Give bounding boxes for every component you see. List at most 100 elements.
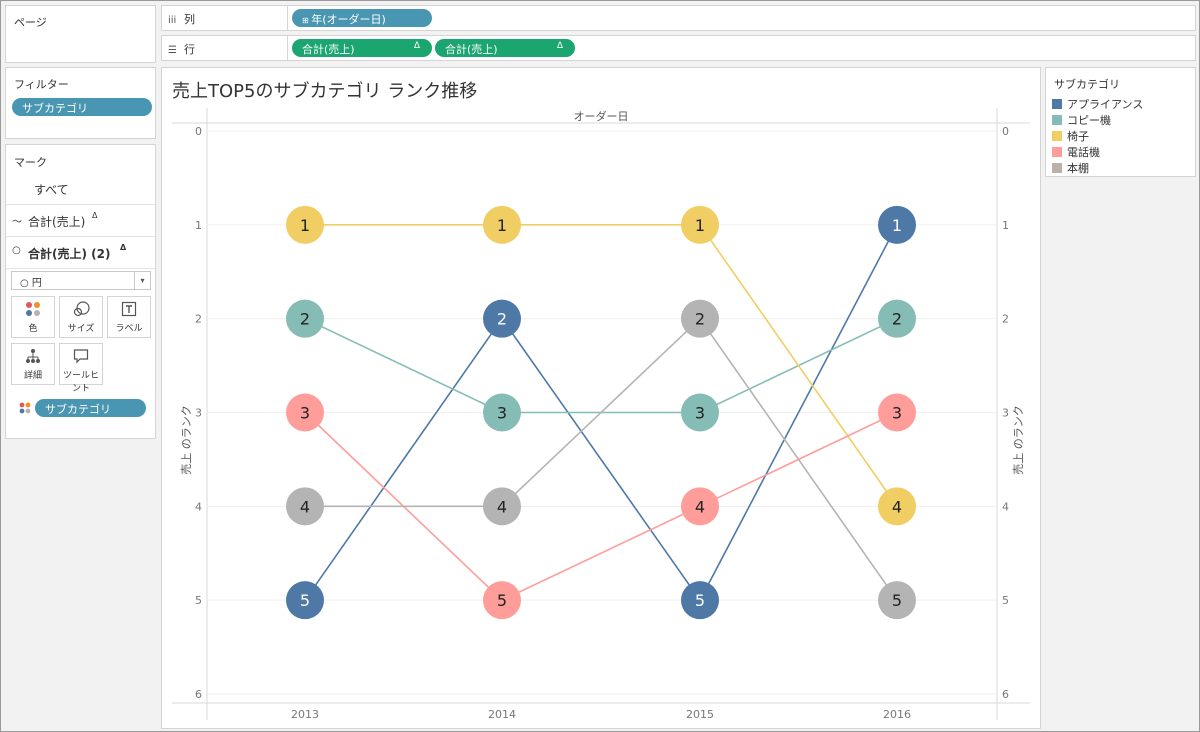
- series-line[interactable]: [305, 317, 898, 601]
- delta-icon: Δ: [413, 41, 420, 51]
- filters-card: フィルター サブカテゴリ: [5, 67, 156, 139]
- x-tick-label: 2015: [686, 708, 714, 721]
- rank-point[interactable]: [681, 299, 719, 338]
- rank-point[interactable]: [286, 393, 324, 432]
- marks-tab-layer1[interactable]: 〜 合計(売上) Δ: [6, 205, 155, 237]
- series-line[interactable]: [304, 224, 898, 602]
- y-tick-label-right: 0: [1002, 125, 1009, 138]
- x-tick-label: 2016: [883, 708, 911, 721]
- legend-item[interactable]: 本棚: [1052, 160, 1089, 176]
- rank-point[interactable]: [681, 393, 719, 432]
- rows-icon: ☰: [168, 45, 177, 56]
- y-tick-label-left: 4: [195, 500, 202, 513]
- rank-label: 2: [892, 310, 902, 329]
- rank-point[interactable]: [681, 581, 719, 620]
- columns-pill-year[interactable]: ⊞ 年(オーダー日): [292, 9, 432, 27]
- y-tick-label-right: 2: [1002, 313, 1009, 326]
- rank-label: 1: [300, 216, 310, 235]
- rank-label: 5: [497, 591, 507, 610]
- rows-label: ☰ 行: [168, 43, 195, 56]
- marks-title: マーク: [14, 156, 47, 169]
- color-pill-subcategory[interactable]: サブカテゴリ: [35, 399, 146, 417]
- hierarchy-icon: [12, 348, 54, 366]
- speech-bubble-icon: [60, 348, 102, 366]
- rank-point[interactable]: [483, 205, 521, 244]
- color-dots-icon: [12, 301, 54, 319]
- filter-pill-subcategory[interactable]: サブカテゴリ: [12, 98, 152, 116]
- label-button[interactable]: ラベル: [107, 296, 151, 338]
- rank-label: 2: [497, 310, 507, 329]
- rank-point[interactable]: [681, 205, 719, 244]
- marks-card: マーク すべて 〜 合計(売上) Δ ○ 合計(売上) (2) Δ: [5, 144, 156, 439]
- rank-label: 3: [892, 404, 902, 423]
- pages-title: ページ: [14, 16, 47, 29]
- delta-icon: Δ: [120, 243, 127, 252]
- rank-point[interactable]: [483, 581, 521, 620]
- rank-point[interactable]: [878, 393, 916, 432]
- y-axis-title-left: 売上 のランク: [180, 405, 193, 475]
- label-t-icon: [108, 301, 150, 319]
- tooltip-button[interactable]: ツールヒント: [59, 343, 103, 394]
- rank-label: 4: [497, 497, 507, 516]
- rank-label: 1: [892, 216, 902, 235]
- line-icon: 〜: [12, 217, 22, 228]
- delta-icon: Δ: [556, 41, 563, 51]
- rank-label: 4: [695, 497, 705, 516]
- rank-point[interactable]: [681, 487, 719, 526]
- rank-point[interactable]: [286, 205, 324, 244]
- legend-title: サブカテゴリ: [1054, 78, 1120, 91]
- legend-item[interactable]: アプライアンス: [1052, 96, 1143, 112]
- rank-point[interactable]: [286, 581, 324, 620]
- y-tick-label-left: 5: [195, 594, 202, 607]
- rank-point[interactable]: [878, 487, 916, 526]
- color-button[interactable]: 色: [11, 296, 55, 338]
- y-tick-label-right: 3: [1002, 407, 1009, 420]
- series-line[interactable]: [304, 317, 898, 414]
- series-line[interactable]: [305, 224, 898, 507]
- rank-point[interactable]: [878, 205, 916, 244]
- y-tick-label-right: 4: [1002, 500, 1009, 513]
- rows-shelf[interactable]: ☰ 行 合計(売上) Δ 合計(売上) Δ: [161, 35, 1196, 61]
- rank-label: 1: [695, 216, 705, 235]
- chevron-down-icon: ▾: [134, 272, 150, 289]
- rank-point[interactable]: [286, 487, 324, 526]
- legend-item[interactable]: コピー機: [1052, 112, 1111, 128]
- rank-label: 3: [695, 404, 705, 423]
- size-circles-icon: [60, 301, 102, 319]
- pages-shelf[interactable]: ページ: [5, 5, 156, 63]
- rank-label: 3: [497, 404, 507, 423]
- y-tick-label-left: 1: [195, 219, 202, 232]
- legend-item[interactable]: 椅子: [1052, 128, 1089, 144]
- rank-label: 4: [300, 497, 310, 516]
- bump-chart: 売上TOP5のサブカテゴリ ランク推移 オーダー日 売上 のランク 売上 のラン…: [172, 80, 1030, 721]
- columns-label: iii 列: [168, 13, 195, 26]
- legend-item[interactable]: 電話機: [1052, 144, 1100, 160]
- detail-button[interactable]: 詳細: [11, 343, 55, 385]
- columns-icon: iii: [168, 15, 177, 26]
- rank-point[interactable]: [483, 299, 521, 338]
- size-button[interactable]: サイズ: [59, 296, 103, 338]
- rank-label: 5: [695, 591, 705, 610]
- y-tick-label-left: 3: [195, 407, 202, 420]
- rank-point[interactable]: [878, 299, 916, 338]
- rank-point[interactable]: [483, 487, 521, 526]
- rank-label: 3: [300, 404, 310, 423]
- rank-point[interactable]: [286, 299, 324, 338]
- rank-label: 1: [497, 216, 507, 235]
- color-dots-icon: [19, 402, 31, 417]
- rank-point[interactable]: [483, 393, 521, 432]
- rows-pill-sales-1[interactable]: 合計(売上) Δ: [292, 39, 432, 57]
- marks-tab-all[interactable]: すべて: [6, 173, 155, 205]
- rank-label: 5: [892, 591, 902, 610]
- columns-shelf[interactable]: iii 列 ⊞ 年(オーダー日): [161, 5, 1196, 31]
- marks-tab-layer2[interactable]: ○ 合計(売上) (2) Δ: [6, 237, 155, 269]
- viz-view: 売上TOP5のサブカテゴリ ランク推移 オーダー日 売上 のランク 売上 のラン…: [161, 67, 1041, 729]
- rank-label: 5: [300, 591, 310, 610]
- rank-point[interactable]: [878, 581, 916, 620]
- y-tick-label-left: 2: [195, 313, 202, 326]
- rows-pill-sales-2[interactable]: 合計(売上) Δ: [435, 39, 575, 57]
- mark-type-dropdown[interactable]: ○ 円 ▾: [11, 271, 151, 290]
- filters-title: フィルター: [14, 78, 69, 91]
- color-legend: サブカテゴリ アプライアンス コピー機 椅子 電話機 本棚: [1045, 67, 1196, 177]
